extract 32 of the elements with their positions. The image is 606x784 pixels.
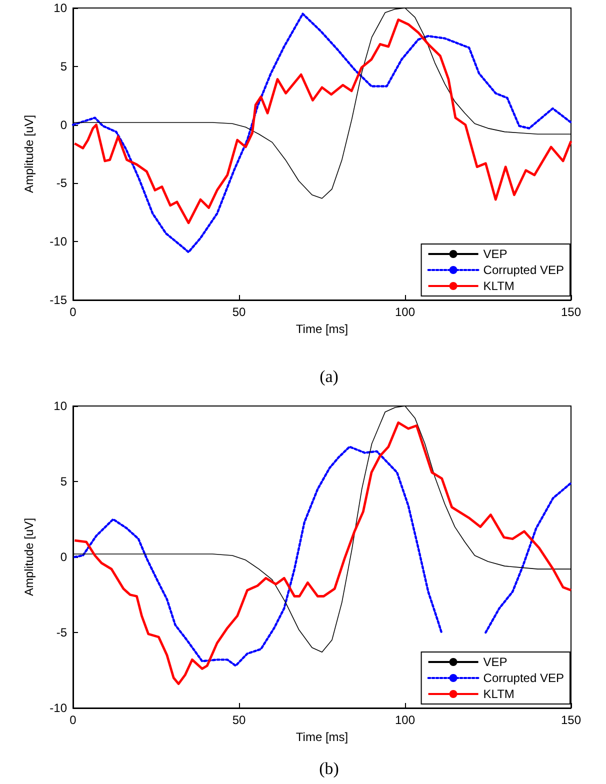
line-series <box>73 421 572 686</box>
legend-label: Corrupted VEP <box>483 263 564 277</box>
legend-label: KLTM <box>483 687 514 701</box>
x-axis-title: Time [ms] <box>296 730 348 744</box>
x-tick-label: 150 <box>560 305 582 319</box>
y-tick-label: 0 <box>60 550 68 564</box>
legend-label: VEP <box>483 655 508 669</box>
x-axis-title: Time [ms] <box>296 322 348 336</box>
y-tick-label: 10 <box>54 399 68 413</box>
legend-label: Corrupted VEP <box>483 671 564 685</box>
legend-label: VEP <box>483 247 508 261</box>
y-axis-title: Amplitude [uV] <box>22 518 36 596</box>
x-tick-label: 0 <box>70 305 77 319</box>
legend-label: KLTM <box>483 279 514 293</box>
x-tick-label: 150 <box>560 713 582 727</box>
x-tick-label: 50 <box>232 713 246 727</box>
y-tick-label: 5 <box>60 59 68 74</box>
y-tick-label: -10 <box>50 234 68 249</box>
y-axis-title: Amplitude [uV] <box>22 114 36 194</box>
y-tick-label: 5 <box>60 474 68 488</box>
text: (b) <box>319 759 339 778</box>
y-tick-label: -5 <box>56 176 68 190</box>
y-tick-label: -5 <box>56 626 68 640</box>
y-tick-label: -10 <box>50 701 68 715</box>
text: (a) <box>320 367 338 386</box>
x-tick-label: 50 <box>232 305 246 319</box>
x-tick-label: 100 <box>394 713 416 727</box>
x-tick-label: 100 <box>394 305 416 319</box>
y-tick-label: 0 <box>60 118 68 132</box>
y-tick-label: 10 <box>54 1 68 15</box>
x-tick-label: 0 <box>70 713 77 727</box>
y-tick-label: -15 <box>50 293 68 307</box>
